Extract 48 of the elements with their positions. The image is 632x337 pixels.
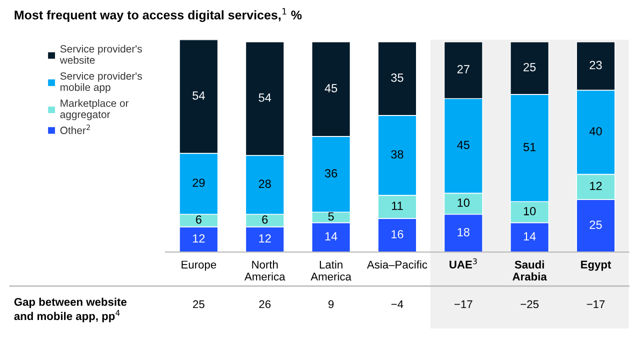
text: Gap between website and mobile app, pp$^{4}$ xyxy=(14,298,127,322)
data-label: 14 xyxy=(325,232,338,240)
chart-title: Most frequent way to access digital services,$^{1}$ % xyxy=(14,8,302,22)
data-label: 38 xyxy=(391,150,404,159)
data-label: 40 xyxy=(589,127,602,136)
text: −25 xyxy=(520,300,539,308)
data-label: 12 xyxy=(193,234,205,243)
x-tick-label: UAE$^{3}$ xyxy=(450,258,477,268)
text: −17 xyxy=(454,300,472,308)
data-label: 25 xyxy=(590,220,602,229)
data-label: 6 xyxy=(262,215,268,224)
data-label: 45 xyxy=(457,140,470,150)
data-label: 10 xyxy=(458,198,470,207)
x-tick-label: Europe xyxy=(182,260,216,271)
legend-label: Service provider's mobile app xyxy=(60,72,142,94)
data-label: 18 xyxy=(458,228,470,236)
text: 25 xyxy=(193,300,204,308)
data-label: 12 xyxy=(259,234,271,243)
legend-label: Marketplace or aggregator xyxy=(60,99,129,120)
x-tick-label: Latin America xyxy=(310,260,352,281)
data-label: 5 xyxy=(328,212,334,221)
text: 9 xyxy=(328,300,334,308)
data-label: 11 xyxy=(392,202,403,210)
x-tick-label: Egypt xyxy=(581,260,612,271)
legend-label: Other$^{2}$ xyxy=(60,124,90,134)
data-label: 29 xyxy=(192,178,205,187)
text: −4 xyxy=(391,300,404,308)
data-label: 25 xyxy=(524,62,536,72)
x-tick-label: Asia–Pacific xyxy=(366,260,428,269)
text: −17 xyxy=(586,300,605,308)
data-label: 35 xyxy=(391,73,404,82)
legend-label: Service provider's website xyxy=(60,44,142,64)
data-label: 54 xyxy=(258,94,272,102)
data-label: 36 xyxy=(324,169,338,178)
data-label: 45 xyxy=(324,84,338,92)
data-label: 54 xyxy=(192,91,205,100)
data-label: 6 xyxy=(196,215,202,224)
data-label: 14 xyxy=(524,232,536,240)
x-tick-label: Saudi Arabia xyxy=(512,260,547,281)
data-label: 28 xyxy=(258,180,271,188)
data-label: 51 xyxy=(523,142,536,152)
data-label: 12 xyxy=(590,182,602,190)
data-label: 27 xyxy=(457,65,470,74)
data-label: 16 xyxy=(392,230,404,238)
data-label: 23 xyxy=(590,60,602,70)
data-label: 10 xyxy=(524,206,536,216)
x-tick-label: North America xyxy=(244,260,286,281)
text: 26 xyxy=(259,300,271,308)
